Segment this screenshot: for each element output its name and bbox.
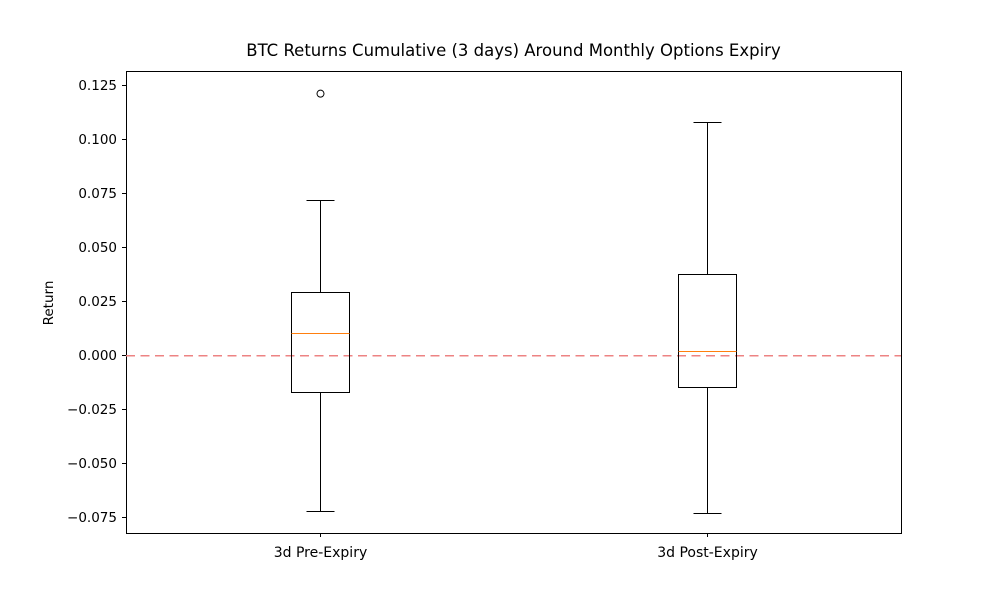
y-tick-label: 0.050 [78, 240, 117, 256]
plot-border [126, 71, 902, 534]
chart-title: BTC Returns Cumulative (3 days) Around M… [246, 41, 781, 60]
boxplot-3d-pre-expiry [291, 89, 350, 512]
outlier-marker [316, 89, 325, 98]
iqr-box [291, 292, 350, 393]
y-tick-label: −0.050 [67, 456, 117, 472]
x-tick-label: 3d Pre-Expiry [274, 545, 368, 561]
iqr-box [678, 274, 737, 388]
x-axis: 3d Pre-Expiry 3d Post-Expiry [274, 533, 758, 561]
y-tick-label: 0.025 [78, 294, 117, 310]
y-tick-label: 0.000 [78, 348, 117, 364]
y-tick-label: 0.100 [78, 132, 117, 148]
boxplot-3d-post-expiry [678, 122, 737, 514]
y-tick-label: 0.075 [78, 186, 117, 202]
y-tick-label: 0.125 [78, 78, 117, 94]
y-axis: 0.125 0.100 0.075 0.050 0.025 0.000 −0.025 −0.0… [67, 78, 126, 526]
x-tick-label: 3d Post-Expiry [657, 545, 758, 561]
y-tick-label: −0.025 [67, 402, 117, 418]
y-tick-label: −0.075 [67, 510, 117, 526]
